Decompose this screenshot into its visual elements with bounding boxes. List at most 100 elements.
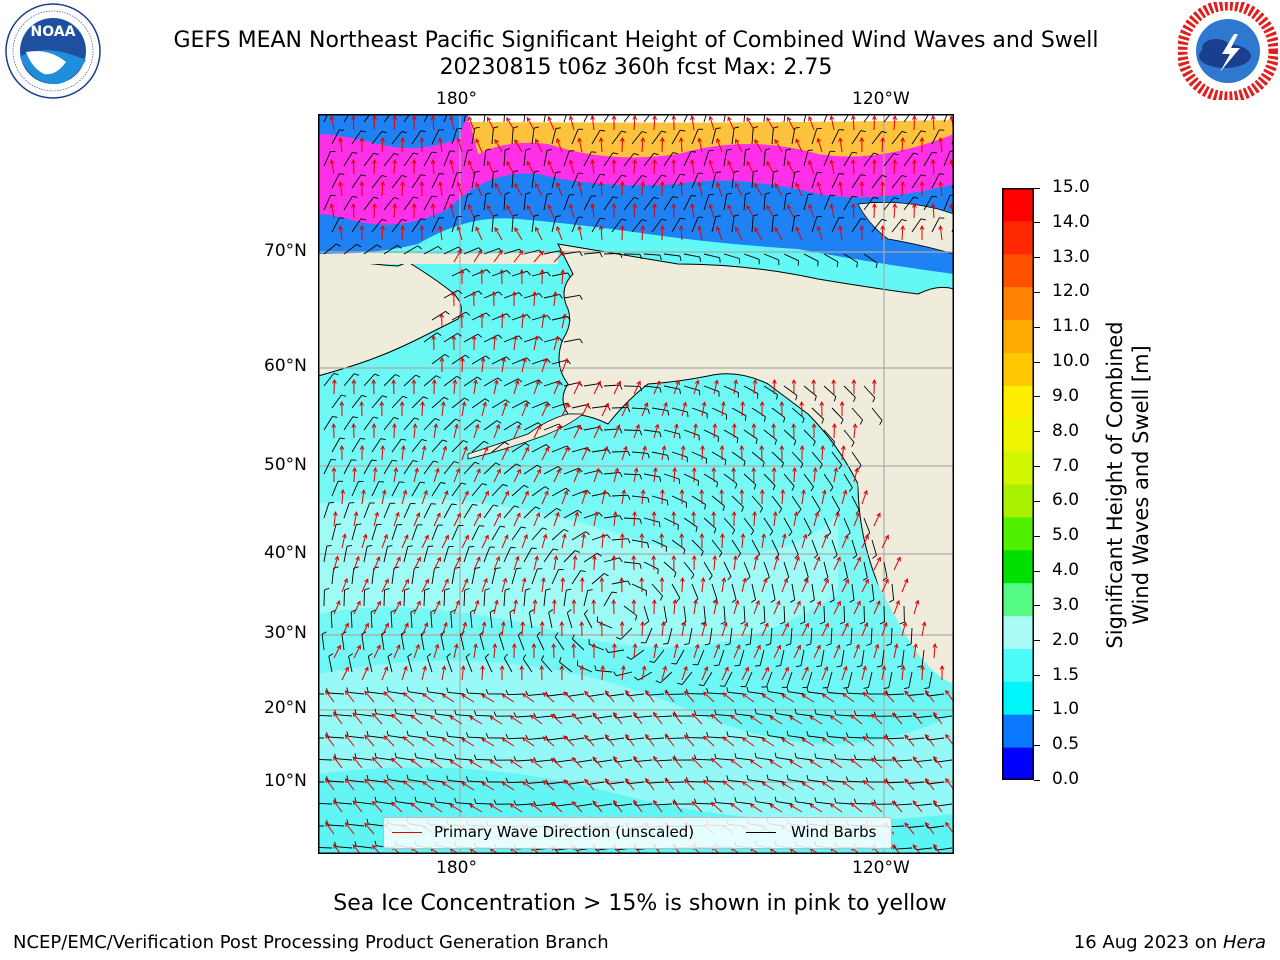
wind-barb (523, 547, 533, 563)
wave-direction-arrow (487, 117, 495, 131)
wave-direction-arrow (381, 181, 384, 197)
wave-direction-arrow (372, 757, 383, 769)
wave-direction-arrowhead (838, 181, 843, 187)
wave-direction-arrowhead (850, 114, 856, 120)
wave-direction-arrow (421, 446, 426, 461)
wind-barb (643, 473, 660, 478)
wave-direction-arrow (921, 622, 926, 637)
wind-barb-flag (563, 528, 569, 533)
wind-barb (623, 561, 640, 565)
wave-direction-arrow (698, 182, 703, 197)
wind-barb (683, 473, 699, 482)
wave-direction-arrow (410, 802, 423, 813)
wind-barb-flag (374, 373, 380, 377)
wave-direction-arrow (633, 800, 643, 813)
wave-direction-arrowhead (579, 664, 585, 670)
wind-barb (743, 429, 758, 440)
wave-direction-arrowhead (690, 203, 695, 209)
wave-direction-arrow (561, 269, 564, 285)
wave-direction-arrow (513, 336, 517, 351)
wind-barb (851, 130, 862, 145)
wind-barb-flag (547, 192, 553, 195)
wave-direction-arrow (842, 693, 855, 703)
wave-direction-arrowhead (789, 716, 795, 721)
wind-barb-flag (781, 462, 785, 468)
wind-barb (451, 397, 465, 409)
wave-direction-arrow (481, 665, 484, 681)
wave-direction-arrow (442, 693, 455, 703)
wind-barb (675, 649, 685, 665)
wind-barb-flag (639, 563, 642, 569)
wind-barb-flag (786, 148, 792, 151)
wave-direction-arrow (746, 161, 755, 175)
wind-barb-flag (754, 708, 757, 714)
wave-direction-arrowhead (938, 181, 944, 186)
wave-direction-arrowhead (449, 115, 454, 121)
wave-direction-arrowhead (746, 116, 751, 122)
wind-barb (851, 218, 862, 233)
wind-barb (611, 174, 622, 189)
wave-direction-arrowhead (376, 644, 381, 650)
wind-barb (503, 421, 518, 431)
wind-barb-flag (531, 547, 537, 550)
wave-direction-arrowhead (563, 691, 569, 697)
wave-direction-arrowhead (801, 489, 806, 495)
wave-direction-arrow (801, 738, 815, 747)
wind-barb-flag (546, 401, 551, 406)
wave-direction-arrow (533, 600, 536, 615)
wind-barb-flag (485, 355, 490, 360)
wave-direction-arrowhead (599, 620, 605, 626)
wave-direction-arrowhead (429, 715, 435, 720)
wave-direction-arrow (773, 512, 777, 527)
wind-barb-flag (506, 313, 511, 318)
wave-direction-arrowhead (384, 622, 389, 628)
wind-barb (768, 779, 785, 783)
wind-barb (783, 561, 790, 578)
wave-direction-arrowhead (712, 422, 718, 428)
wind-barb-flag (783, 417, 786, 423)
colorbar-swatch (1002, 352, 1034, 386)
wind-barb-flag (431, 151, 437, 154)
wind-barb (631, 583, 647, 592)
wind-barb-flag (615, 636, 621, 640)
wave-direction-arrowhead (876, 512, 881, 518)
wave-direction-arrowhead (871, 757, 876, 763)
wind-barb (471, 483, 483, 497)
wave-direction-arrowhead (554, 335, 560, 341)
wind-barb-flag (457, 289, 463, 294)
wave-direction-arrow (573, 512, 578, 527)
wave-direction-arrowhead (356, 600, 361, 606)
wind-barb (596, 715, 613, 719)
wave-direction-arrow (813, 512, 819, 527)
wind-barb (808, 735, 825, 739)
wave-direction-arrowhead (449, 203, 454, 209)
wave-direction-arrowhead (476, 468, 481, 474)
wave-direction-arrow (430, 715, 443, 725)
wave-direction-arrow (801, 623, 809, 637)
wind-barb (471, 568, 476, 585)
wind-barb-flag (421, 438, 427, 442)
wind-barb-flag (713, 528, 717, 534)
wave-direction-arrow (401, 137, 404, 153)
wave-direction-arrow (352, 115, 355, 131)
wave-direction-arrowhead (402, 736, 408, 741)
wind-barb (343, 243, 357, 255)
wind-barb (484, 657, 493, 673)
wind-barb (803, 385, 817, 397)
wind-barb (843, 429, 855, 443)
wave-direction-arrowhead (424, 534, 429, 540)
wave-direction-arrowhead (563, 735, 569, 741)
wave-direction-arrow (605, 690, 615, 703)
wave-direction-arrowhead (631, 554, 637, 560)
wind-barb (928, 671, 933, 688)
wave-direction-arrowhead (511, 290, 517, 296)
wave-direction-arrow (833, 423, 835, 439)
wind-barb (470, 612, 473, 629)
wave-direction-arrowhead (754, 182, 759, 188)
wave-direction-arrowhead (411, 158, 417, 164)
wind-barb-flag (814, 709, 817, 715)
wave-direction-arrowhead (731, 422, 737, 428)
wave-direction-arrowhead (611, 158, 617, 164)
wave-direction-arrow (592, 800, 603, 813)
wave-direction-arrowhead (719, 488, 725, 494)
